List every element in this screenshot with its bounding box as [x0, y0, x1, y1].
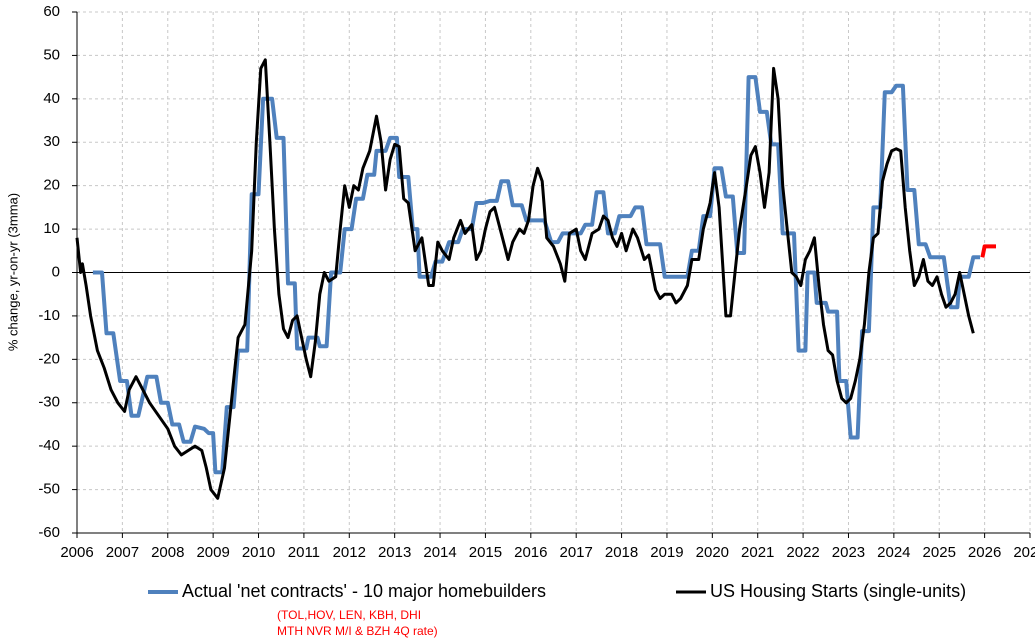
x-tick-label: 2026	[968, 544, 1001, 561]
y-axis-title: % change, yr-on-yr (3mma)	[5, 193, 20, 351]
x-tick-label: 2020	[696, 544, 729, 561]
y-tick-label: 30	[43, 133, 60, 150]
x-tick-label: 2006	[60, 544, 93, 561]
y-tick-label: -40	[38, 437, 60, 454]
x-tick-label: 2024	[877, 544, 910, 561]
legend-note: MTH NVR M/I & BZH 4Q rate)	[277, 624, 438, 638]
x-tick-label: 2008	[151, 544, 184, 561]
x-tick-label: 2014	[423, 544, 456, 561]
legend-label: US Housing Starts (single-units)	[710, 581, 966, 601]
x-tick-label: 2021	[741, 544, 774, 561]
x-tick-label: 2007	[106, 544, 139, 561]
y-tick-label: 20	[43, 177, 60, 194]
y-tick-label: -50	[38, 481, 60, 498]
y-tick-label: -30	[38, 394, 60, 411]
x-tick-label: 2016	[514, 544, 547, 561]
y-tick-label: -10	[38, 307, 60, 324]
y-tick-label: 50	[43, 46, 60, 63]
x-tick-label: 2022	[786, 544, 819, 561]
series-line	[75, 58, 975, 500]
x-tick-label: 2010	[242, 544, 275, 561]
x-tick-label: 2012	[333, 544, 366, 561]
x-tick-label: 2015	[469, 544, 502, 561]
y-tick-label: -60	[38, 524, 60, 541]
y-tick-label: 60	[43, 3, 60, 20]
x-tick-label: 2019	[650, 544, 683, 561]
x-tick-label: 2018	[605, 544, 638, 561]
y-tick-label: -20	[38, 350, 60, 367]
y-tick-label: 10	[43, 220, 60, 237]
legend-label: Actual 'net contracts' - 10 major homebu…	[182, 581, 546, 601]
series-line	[92, 75, 981, 475]
x-tick-label: 2013	[378, 544, 411, 561]
x-tick-label: 2023	[832, 544, 865, 561]
legend-note: (TOL,HOV, LEN, KBH, DHI	[277, 608, 421, 622]
y-tick-label: 0	[52, 263, 60, 280]
y-tick-label: 40	[43, 90, 60, 107]
x-tick-label: 2011	[288, 544, 320, 561]
series-line	[980, 244, 996, 258]
x-tick-label: 2025	[923, 544, 956, 561]
x-tick-label: 2027	[1013, 544, 1035, 561]
x-tick-label: 2017	[560, 544, 593, 561]
x-tick-label: 2009	[196, 544, 229, 561]
